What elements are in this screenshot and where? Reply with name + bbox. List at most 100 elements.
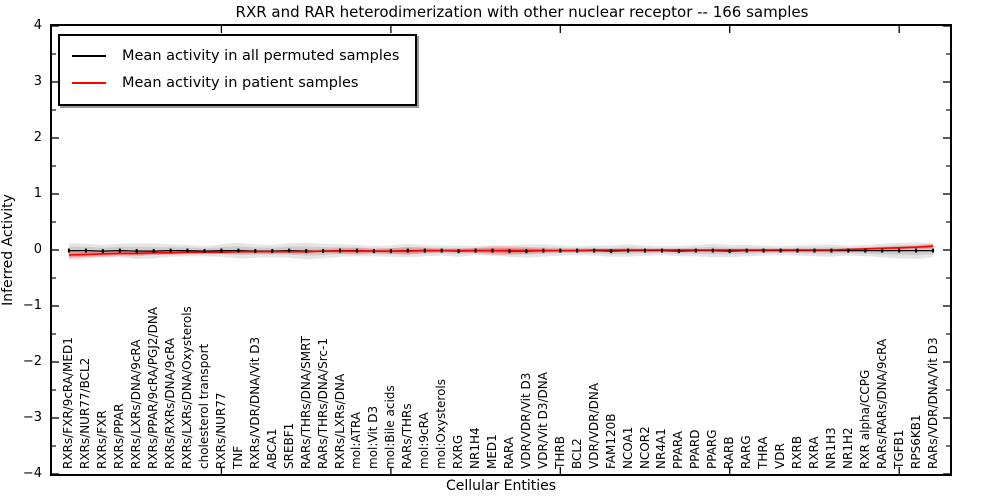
- x-tick-label: THRA: [756, 436, 771, 469]
- y-tick-label: −1: [22, 298, 42, 313]
- data-point-marker: [661, 248, 663, 253]
- data-point-marker: [525, 249, 528, 254]
- legend: Mean activity in all permuted samples Me…: [58, 34, 418, 106]
- y-tick-label: −3: [22, 410, 42, 425]
- data-point-marker: [220, 248, 223, 253]
- x-tick-label: RXRs/FXR/9cRA/MED1: [61, 337, 76, 469]
- x-tick-label: RXRG: [451, 434, 466, 469]
- chart-title: RXR and RAR heterodimerization with othe…: [235, 3, 809, 21]
- x-tick-label: RXR alpha/CCPG: [857, 369, 872, 469]
- data-point-marker: [339, 248, 341, 253]
- x-tick-label: RXRs/PPAR/9cRA/PGJ2/DNA: [146, 307, 161, 469]
- x-tick-label: VDR/VDR/Vit D3: [518, 372, 533, 469]
- data-point-marker: [677, 249, 680, 254]
- x-tick-label: NR1H3: [823, 427, 838, 469]
- data-point-marker: [610, 249, 613, 254]
- data-point-marker: [84, 248, 87, 253]
- y-tick-label: 4: [33, 18, 42, 33]
- x-tick-label: mol:Vit D3: [366, 405, 381, 469]
- data-point-marker: [169, 248, 172, 253]
- x-tick-label: RXRB: [790, 435, 804, 469]
- x-tick-label: RXRA: [806, 436, 821, 469]
- data-point-marker: [440, 248, 443, 253]
- legend-entry-permuted: Mean activity in all permuted samples: [72, 42, 399, 69]
- data-point-marker: [406, 248, 409, 253]
- data-point-marker: [593, 248, 596, 253]
- data-point-marker: [101, 249, 104, 254]
- legend-entry-patient: Mean activity in patient samples: [72, 69, 399, 96]
- data-point-marker: [915, 248, 918, 253]
- x-tick-label: VDR/VDR/DNA: [586, 382, 601, 469]
- x-tick-label: TNF: [230, 445, 245, 469]
- x-tick-label: PPARA: [671, 431, 686, 469]
- data-point-marker: [542, 248, 545, 253]
- data-point-marker: [644, 248, 646, 253]
- x-tick-label: NR1H4: [468, 427, 483, 469]
- x-tick-label: mol:Bile acids: [383, 385, 398, 469]
- x-tick-label: RARG: [739, 435, 754, 469]
- data-point-marker: [288, 248, 291, 253]
- x-tick-label: NR4A1: [654, 428, 669, 469]
- x-tick-label: RARB: [722, 436, 737, 469]
- data-point-marker: [491, 248, 494, 253]
- x-tick-label: BCL2: [569, 438, 584, 469]
- x-tick-label: RARs/VDR/DNA/Vit D3: [925, 337, 940, 469]
- x-tick-label: RXRs/FXR: [95, 410, 110, 469]
- data-point-marker: [694, 248, 697, 253]
- data-point-marker: [135, 249, 138, 254]
- y-tick-label: 3: [33, 74, 42, 89]
- data-point-marker: [508, 249, 511, 254]
- data-point-marker: [898, 248, 901, 253]
- patient-mean-line: [68, 245, 934, 256]
- x-tick-label: RARs/THRs/DNA/SMRT: [298, 336, 313, 469]
- data-point-marker: [356, 248, 358, 253]
- data-point-marker: [389, 249, 392, 254]
- y-axis-label: Inferred Activity: [0, 194, 16, 306]
- data-point-marker: [864, 248, 867, 253]
- data-point-marker: [254, 249, 257, 254]
- data-point-marker: [576, 248, 579, 253]
- y-tick-labels: 4 3 2 1 0 −1 −2 −3 −4: [0, 18, 46, 481]
- x-tick-label: mol:ATRA: [349, 411, 364, 469]
- data-point-marker: [372, 249, 375, 254]
- legend-label: Mean activity in all permuted samples: [122, 47, 400, 64]
- x-axis-label: Cellular Entities: [445, 478, 557, 494]
- y-tick-label: −4: [22, 466, 42, 481]
- x-tick-label: VDR: [773, 443, 788, 469]
- data-point-marker: [881, 248, 884, 253]
- x-tick-label: mol:Oxysterols: [434, 379, 449, 469]
- x-tick-label: RARs/THRs: [400, 403, 415, 469]
- data-point-marker: [711, 248, 714, 253]
- data-point-marker: [745, 248, 748, 253]
- data-point-marker: [118, 248, 121, 253]
- y-tick-label: −2: [22, 354, 42, 369]
- data-point-marker: [203, 249, 206, 254]
- data-point-marker: [271, 249, 274, 254]
- y-tick-label: 1: [33, 186, 42, 201]
- data-point-marker: [779, 248, 782, 253]
- x-tick-label: TGFB1: [891, 429, 906, 469]
- x-tick-label: NR1H2: [840, 427, 855, 469]
- x-tick-label: RARs/RARs/DNA/9cRA: [874, 338, 889, 469]
- x-tick-label: RARA: [501, 436, 516, 469]
- x-tick-label: mol:9cRA: [417, 412, 432, 469]
- data-point-marker: [813, 248, 816, 253]
- x-tick-label: RXRs/LXRs/DNA: [332, 373, 347, 469]
- x-tick-label: cholesterol transport: [196, 343, 211, 469]
- x-tick-label: MED1: [485, 434, 500, 469]
- data-point-marker: [457, 249, 460, 254]
- legend-line-sample-black: [72, 54, 106, 57]
- data-point-marker: [152, 249, 155, 254]
- chart-canvas: [52, 26, 950, 474]
- x-tick-label: THRB: [552, 436, 567, 469]
- data-point-marker: [728, 249, 731, 254]
- data-point-marker: [932, 248, 935, 253]
- x-tick-label: RXRs/RXRs/DNA/9cRA: [163, 337, 178, 469]
- x-tick-label: PPARG: [705, 429, 720, 469]
- data-point-marker: [762, 248, 765, 253]
- x-tick-label: FAM120B: [603, 413, 618, 470]
- x-tick-label: RXRs/NUR77/BCL2: [78, 357, 93, 469]
- x-tick-label: RXRs/LXRs/DNA/Oxysterols: [180, 306, 195, 469]
- x-tick-label: RPS6KB1: [908, 414, 923, 469]
